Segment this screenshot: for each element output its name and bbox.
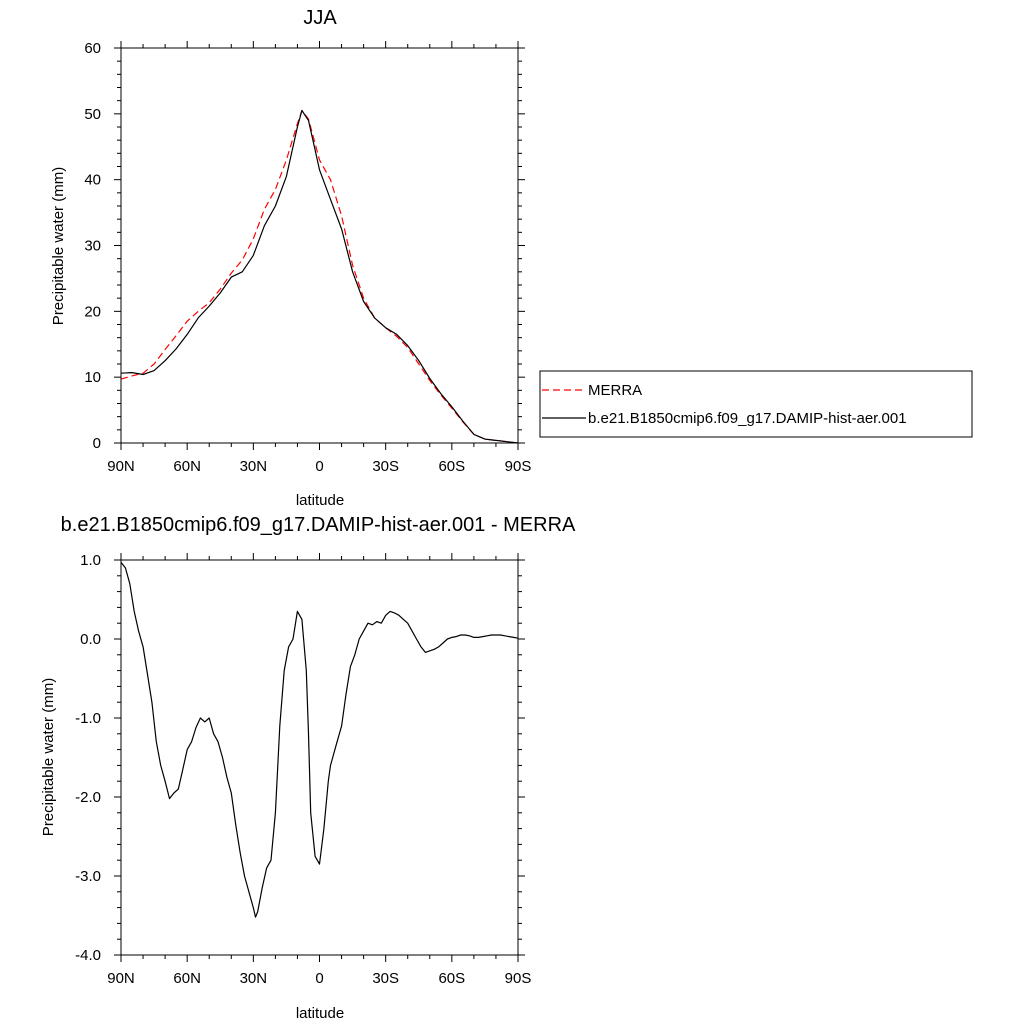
y-tick-label: 50 xyxy=(84,106,101,123)
y-tick-label: 20 xyxy=(84,303,101,320)
chart-title: b.e21.B1850cmip6.f09_g17.DAMIP-hist-aer.… xyxy=(61,514,576,536)
y-tick-label: 10 xyxy=(84,369,101,386)
x-tick-label: 90N xyxy=(107,970,135,987)
y-axis-label: Precipitable water (mm) xyxy=(50,167,67,325)
x-tick-label: 90S xyxy=(505,458,532,475)
mean-precipitable-water-panel: JJA Precipitable water (mm) latitude 0 10… xyxy=(50,7,531,509)
plot-lines xyxy=(120,562,519,918)
x-tick-label: 0 xyxy=(315,970,323,987)
legend: MERRA b.e21.B1850cmip6.f09_g17.DAMIP-his… xyxy=(539,370,973,438)
x-tick-label: 90N xyxy=(107,458,135,475)
series-line-merra xyxy=(120,109,519,444)
difference-panel: b.e21.B1850cmip6.f09_g17.DAMIP-hist-aer.… xyxy=(40,514,576,1022)
x-tick-label: 30S xyxy=(372,970,399,987)
x-axis-label: latitude xyxy=(296,492,344,509)
y-tick-label: -2.0 xyxy=(75,789,101,806)
plot-lines xyxy=(120,109,519,444)
x-tick-label: 90S xyxy=(505,970,532,987)
x-tick-label: 60S xyxy=(438,458,465,475)
x-tick-label: 60N xyxy=(173,458,201,475)
chart-title: JJA xyxy=(303,7,337,29)
y-tick-label: 40 xyxy=(84,172,101,189)
y-tick-label: -1.0 xyxy=(75,710,101,727)
legend-entry-model: b.e21.B1850cmip6.f09_g17.DAMIP-hist-aer.… xyxy=(588,410,907,427)
y-axis-label: Precipitable water (mm) xyxy=(40,678,57,836)
axis-ticks: -4.0 -3.0 -2.0 -1.0 0.0 1.0 90N 60N 30N 0 30S 60S 90… xyxy=(75,552,531,987)
y-tick-label: 0.0 xyxy=(80,631,101,648)
legend-entry-merra: MERRA xyxy=(588,382,642,399)
y-tick-label: -3.0 xyxy=(75,868,101,885)
x-axis-label: latitude xyxy=(296,1005,344,1022)
plot-frame xyxy=(120,559,519,956)
x-tick-label: 0 xyxy=(315,458,323,475)
y-tick-label: 0 xyxy=(93,435,101,452)
y-tick-label: 60 xyxy=(84,40,101,57)
y-tick-label: 1.0 xyxy=(80,552,101,569)
plot-frame xyxy=(120,47,519,444)
x-tick-label: 30S xyxy=(372,458,399,475)
y-tick-label: 30 xyxy=(84,238,101,255)
legend-box xyxy=(539,370,973,438)
series-line-model xyxy=(120,109,519,444)
x-tick-label: 30N xyxy=(240,458,268,475)
x-tick-label: 30N xyxy=(240,970,268,987)
axis-ticks: 0 10 20 30 40 50 60 90N 60N 30N 0 30S 60S 90S xyxy=(84,40,531,475)
x-tick-label: 60N xyxy=(173,970,201,987)
y-tick-label: -4.0 xyxy=(75,947,101,964)
x-tick-label: 60S xyxy=(438,970,465,987)
difference-line xyxy=(120,562,519,918)
